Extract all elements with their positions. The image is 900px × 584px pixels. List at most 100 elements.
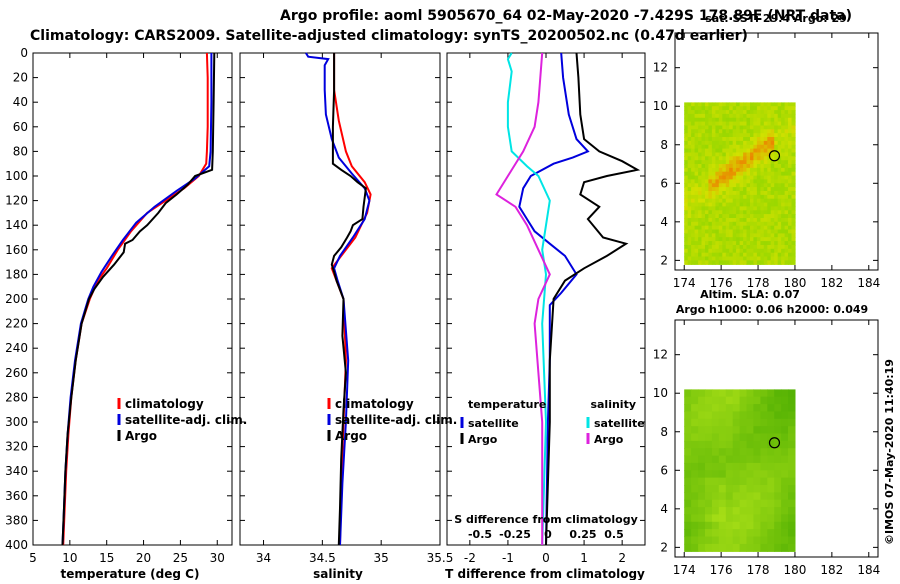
heatmap-cell xyxy=(736,152,741,157)
heatmap-cell xyxy=(760,241,765,246)
heatmap-cell xyxy=(684,113,689,119)
heatmap-cell xyxy=(770,260,775,265)
heatmap-cell xyxy=(739,514,748,523)
legend-label: satellite xyxy=(594,417,645,430)
heatmap-cell xyxy=(725,462,734,471)
heatmap-cell xyxy=(781,477,789,486)
heatmap-cell xyxy=(770,156,775,161)
heatmap-cell xyxy=(708,102,713,107)
heatmap-cell xyxy=(711,156,716,161)
heatmap-cell xyxy=(718,543,727,552)
heatmap-cell xyxy=(788,133,793,138)
heatmap-cell xyxy=(753,187,758,192)
heatmap-cell xyxy=(705,171,710,177)
heatmap-cell xyxy=(705,521,713,530)
heatmap-cell xyxy=(684,167,689,173)
heatmap-cell xyxy=(767,179,772,184)
heatmap-cell xyxy=(767,113,772,119)
heatmap-cell xyxy=(684,256,689,261)
heatmap-cell xyxy=(691,241,696,246)
heatmap-cell xyxy=(760,433,768,442)
heatmap-cell xyxy=(743,137,748,142)
heatmap-cell xyxy=(760,229,765,234)
heatmap-cell xyxy=(701,175,706,181)
heatmap-cell xyxy=(784,241,789,246)
heatmap-cell xyxy=(760,260,765,265)
heatmap-cell xyxy=(746,129,751,134)
heatmap-cell xyxy=(694,218,699,223)
heatmap-cell xyxy=(684,144,689,150)
heatmap-cell xyxy=(694,106,699,111)
heatmap-cell xyxy=(711,260,716,265)
heatmap-cell xyxy=(763,248,768,254)
heatmap-cell xyxy=(732,167,737,173)
heatmap-cell xyxy=(756,245,761,250)
heatmap-cell xyxy=(698,210,703,215)
heatmap-cell xyxy=(684,110,689,115)
heatmap-cell xyxy=(701,252,706,258)
heatmap-cell xyxy=(722,206,727,211)
heatmap-cell xyxy=(753,237,758,242)
heatmap-cell xyxy=(788,117,793,123)
heatmap-cell xyxy=(756,171,761,177)
heatmap-cell xyxy=(691,245,696,250)
heatmap-cell xyxy=(784,187,789,192)
heatmap-cell xyxy=(698,221,703,227)
heatmap-cell xyxy=(711,171,716,177)
heatmap-cell xyxy=(687,198,692,204)
heatmap-cell xyxy=(739,144,744,150)
heatmap-cell xyxy=(718,194,723,200)
heatmap-cell xyxy=(739,148,744,154)
heatmap-cell xyxy=(774,396,782,405)
depth-tick-label: 300 xyxy=(5,415,28,429)
heatmap-cell xyxy=(711,191,716,196)
heatmap-cell xyxy=(781,536,789,545)
heatmap-cell xyxy=(729,167,734,173)
heatmap-cell xyxy=(756,206,761,211)
heatmap-cell xyxy=(746,167,751,173)
heatmap-cell xyxy=(760,455,768,464)
heatmap-cell xyxy=(781,206,786,211)
heatmap-cell xyxy=(756,164,761,169)
heatmap-cell xyxy=(784,102,789,107)
heatmap-cell xyxy=(763,121,768,127)
heatmap-cell xyxy=(777,179,782,184)
heatmap-cell xyxy=(684,160,689,165)
heatmap-cell xyxy=(791,148,796,154)
heatmap-cell xyxy=(791,210,796,215)
heatmap-cell xyxy=(701,202,706,208)
heatmap-cell xyxy=(781,241,786,246)
heatmap-cell xyxy=(788,499,796,508)
heatmap-cell xyxy=(781,152,786,157)
depth-tick-label: 0 xyxy=(20,46,28,60)
heatmap-cell xyxy=(722,233,727,238)
heatmap-cell xyxy=(791,156,796,161)
heatmap-cell xyxy=(715,171,720,177)
heatmap-cell xyxy=(784,137,789,142)
heatmap-cell xyxy=(729,191,734,196)
heatmap-cell xyxy=(691,529,699,538)
heatmap-cell xyxy=(770,225,775,231)
heatmap-cell xyxy=(725,156,730,161)
heatmap-cell xyxy=(753,433,761,442)
heatmap-cell xyxy=(753,462,761,471)
heatmap-cell xyxy=(705,198,710,204)
heatmap-cell xyxy=(760,202,765,208)
heatmap-cell xyxy=(694,156,699,161)
heatmap-cell xyxy=(711,210,716,215)
heatmap-cell xyxy=(715,252,720,258)
heatmap-cell xyxy=(760,440,768,449)
heatmap-cell xyxy=(743,175,748,181)
heatmap-cell xyxy=(753,194,758,200)
heatmap-cell xyxy=(791,125,796,130)
heatmap-cell xyxy=(718,221,723,227)
heatmap-cell xyxy=(774,152,779,157)
heatmap-cell xyxy=(691,121,696,127)
heatmap-cell xyxy=(687,202,692,208)
heatmap-cell xyxy=(753,206,758,211)
heatmap-cell xyxy=(705,411,713,420)
heatmap-cell xyxy=(784,191,789,196)
heatmap-cell xyxy=(739,218,744,223)
heatmap-cell xyxy=(788,140,793,146)
heatmap-cell xyxy=(708,245,713,250)
